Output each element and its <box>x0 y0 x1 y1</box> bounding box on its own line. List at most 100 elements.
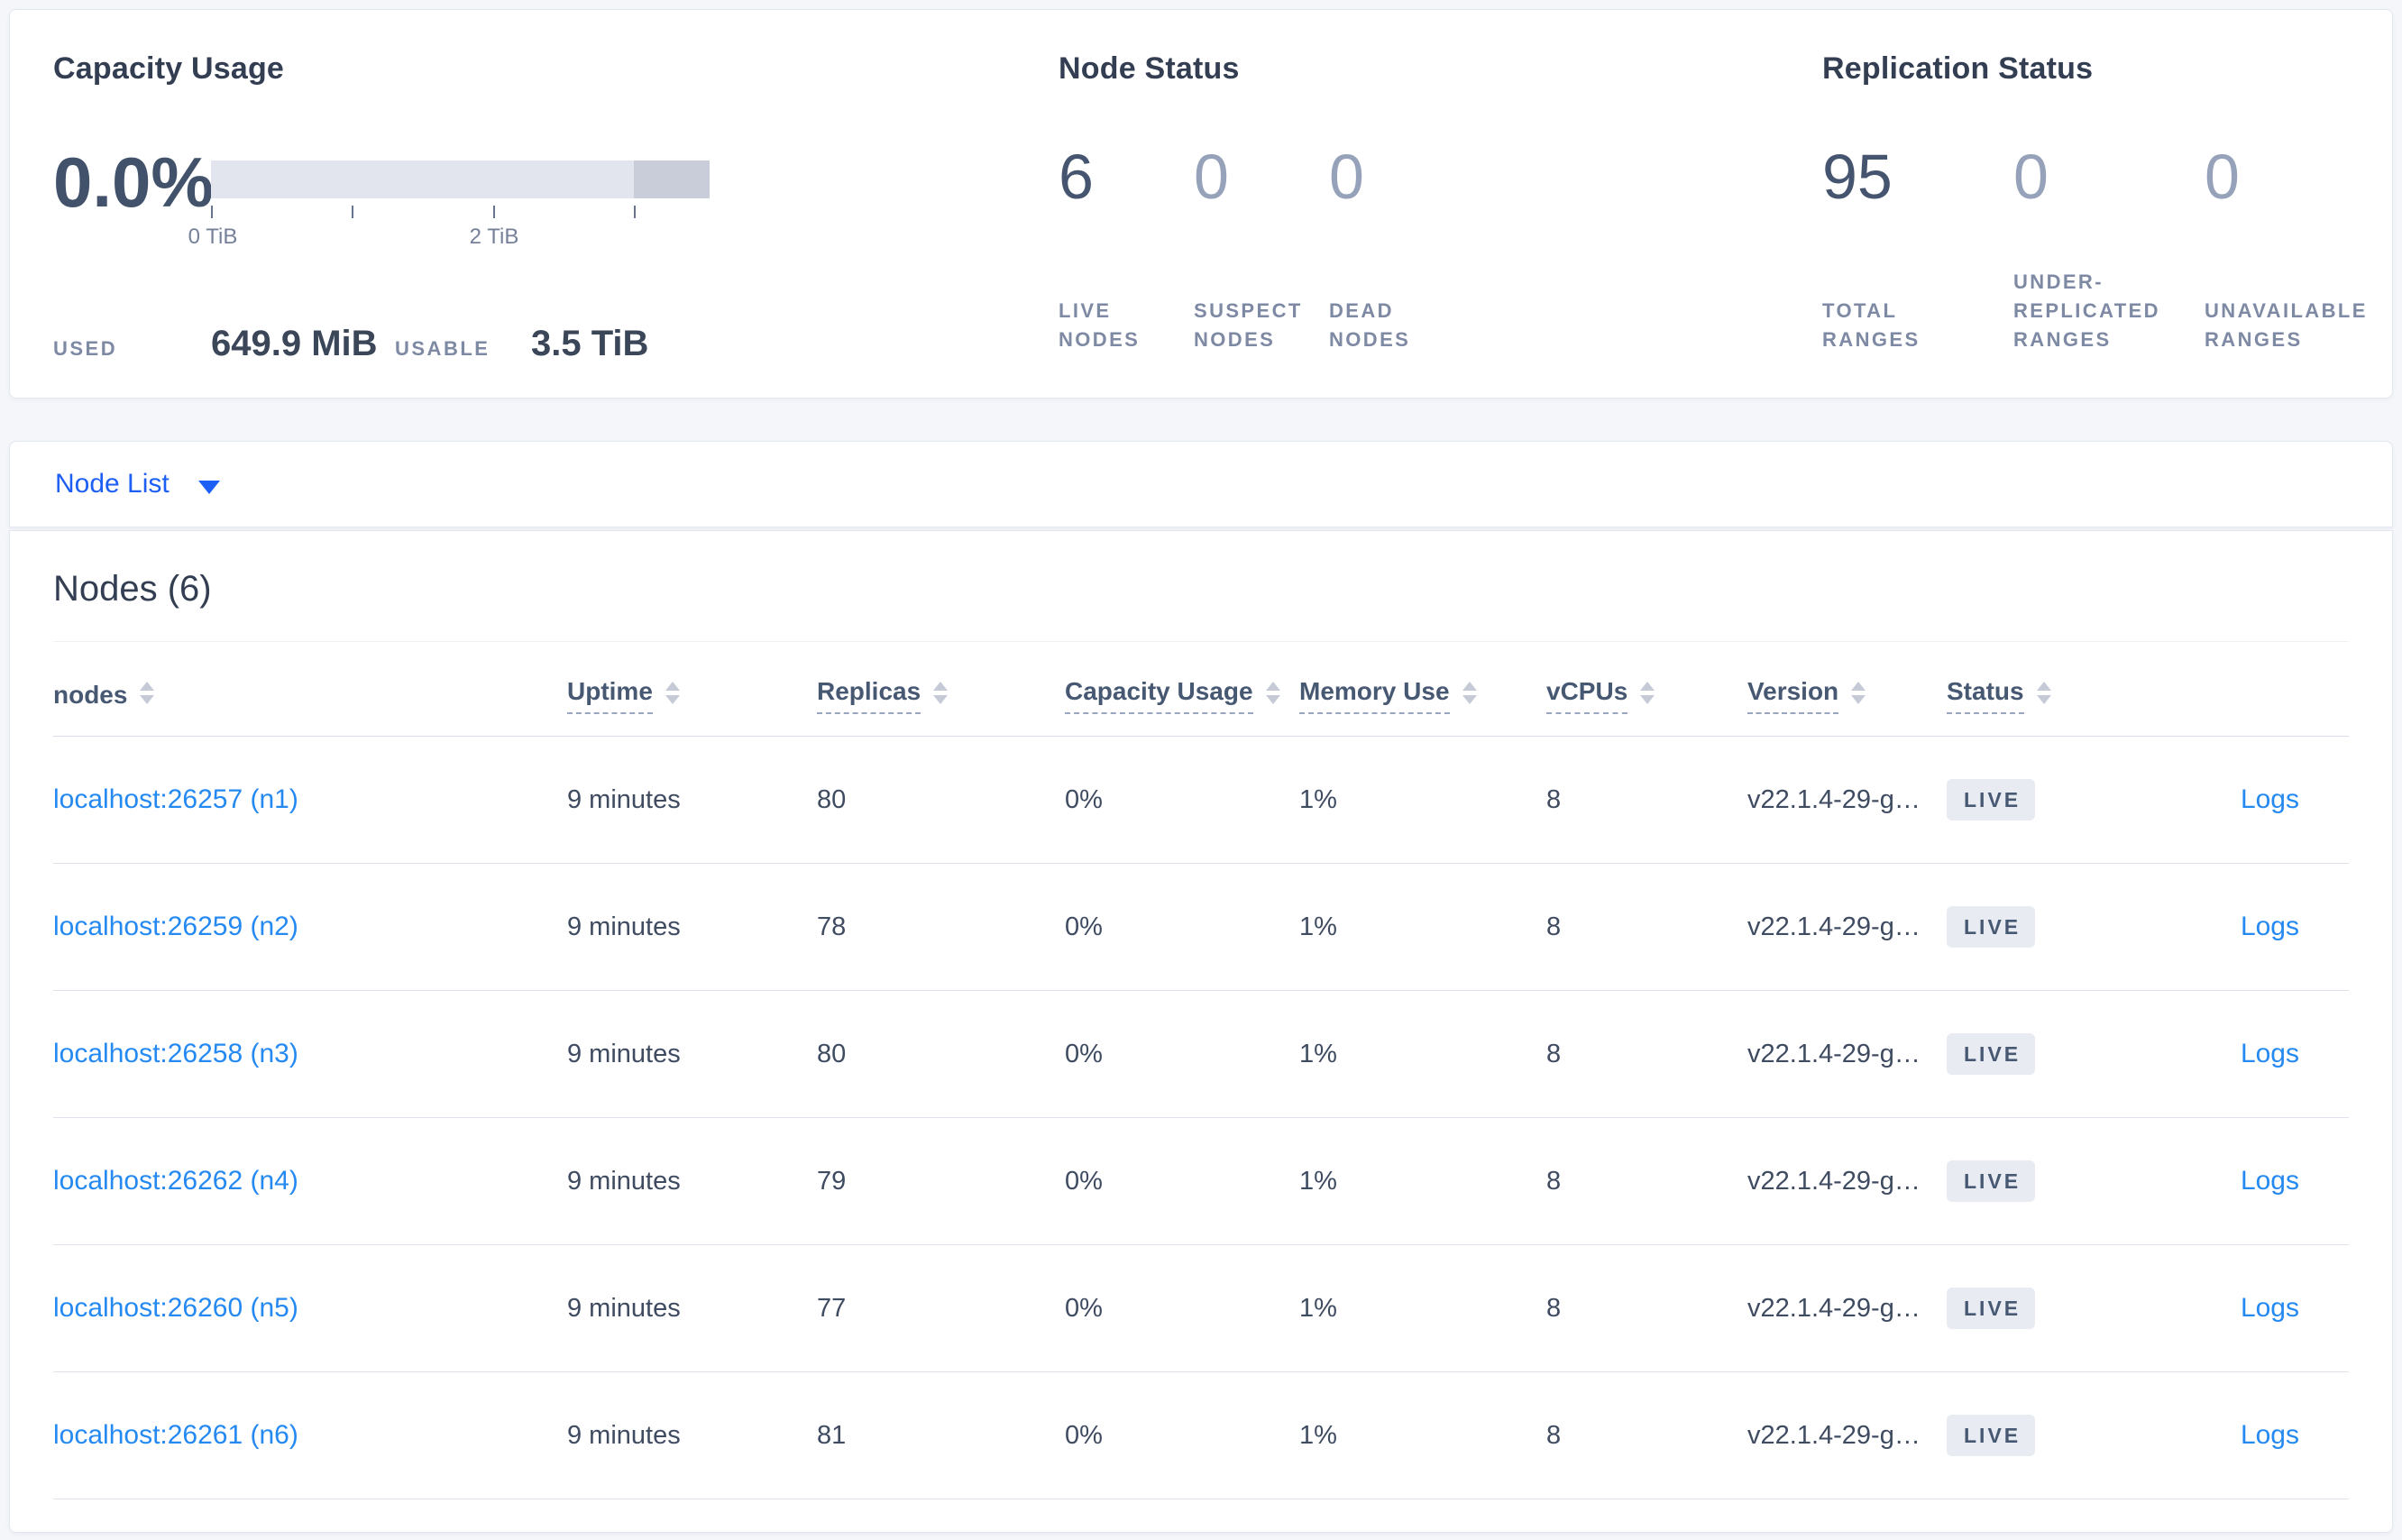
vcpus-cell: 8 <box>1546 784 1562 814</box>
status-badge: LIVE <box>1947 778 2036 821</box>
table-row: localhost:26257 (n1) 9 minutes 80 0% 1% … <box>53 737 2349 864</box>
capacity-usage-cell: 0% <box>1065 912 1103 941</box>
node-link[interactable]: localhost:26260 (n5) <box>53 1293 298 1323</box>
live-nodes-label: LIVE NODES <box>1059 299 1141 352</box>
logs-link[interactable]: Logs <box>2240 784 2299 814</box>
vcpus-cell: 8 <box>1546 1293 1562 1323</box>
capacity-bar-reserved-segment <box>633 160 710 198</box>
total-ranges-value: 95 <box>1822 142 1893 212</box>
nodes-table-body: localhost:26257 (n1) 9 minutes 80 0% 1% … <box>53 737 2349 1499</box>
sort-icon[interactable] <box>665 681 680 704</box>
nodes-table-card: Nodes (6) nodes Uptime Replicas Capacity… <box>9 530 2393 1533</box>
node-link[interactable]: localhost:26258 (n3) <box>53 1039 298 1068</box>
uptime-cell: 9 minutes <box>567 784 681 814</box>
uptime-cell: 9 minutes <box>567 1420 681 1450</box>
tick-mark <box>634 206 636 218</box>
node-cell: localhost:26262 (n4) <box>53 1166 567 1196</box>
cluster-summary-panel: Capacity Usage 0.0% 0 TiB 2 TiB USED 649… <box>9 9 2393 399</box>
unavailable-ranges-label: UNAVAILABLE RANGES <box>2205 299 2368 352</box>
used-label: USED <box>53 337 118 360</box>
suspect-nodes-label: SUSPECT NODES <box>1194 299 1303 352</box>
tick-mark <box>493 206 495 218</box>
table-row: localhost:26262 (n4) 9 minutes 79 0% 1% … <box>53 1118 2349 1245</box>
tick-label-0: 0 TiB <box>188 225 238 249</box>
live-nodes-value: 6 <box>1059 142 1094 212</box>
node-link[interactable]: localhost:26261 (n6) <box>53 1420 298 1450</box>
column-header-replicas[interactable]: Replicas <box>817 677 1065 714</box>
logs-cell: Logs <box>2147 912 2349 942</box>
capacity-usage-cell: 0% <box>1065 784 1103 814</box>
node-cell: localhost:26260 (n5) <box>53 1293 567 1324</box>
under-replicated-ranges-stat: 0 UNDER-REPLICATED RANGES <box>2013 145 2180 354</box>
node-status-title: Node Status <box>1059 51 1240 86</box>
sort-icon[interactable] <box>1851 681 1866 704</box>
memory-use-cell: 1% <box>1299 1166 1337 1196</box>
uptime-cell: 9 minutes <box>567 1166 681 1196</box>
table-row: localhost:26260 (n5) 9 minutes 77 0% 1% … <box>53 1245 2349 1372</box>
column-header-vcpus[interactable]: vCPUs <box>1546 677 1747 714</box>
version-cell: v22.1.4-29-g… <box>1747 1293 1921 1323</box>
version-cell: v22.1.4-29-g… <box>1747 1166 1921 1196</box>
unavailable-ranges-stat: 0 UNAVAILABLE RANGES <box>2205 145 2371 354</box>
status-badge: LIVE <box>1947 1287 2036 1330</box>
vcpus-cell: 8 <box>1546 1166 1562 1196</box>
version-cell: v22.1.4-29-g… <box>1747 1420 1921 1450</box>
capacity-legend: USED 649.9 MiB USABLE 3.5 TiB <box>53 324 648 364</box>
capacity-usage-cell: 0% <box>1065 1293 1103 1323</box>
chevron-down-icon <box>197 480 220 494</box>
sort-icon[interactable] <box>2036 681 2051 704</box>
dead-nodes-stat: 0 DEAD NODES <box>1329 145 1446 354</box>
column-header-memory-use[interactable]: Memory Use <box>1299 677 1546 714</box>
logs-cell: Logs <box>2147 1293 2349 1324</box>
memory-use-cell: 1% <box>1299 1039 1337 1068</box>
logs-link[interactable]: Logs <box>2240 1293 2299 1323</box>
usable-label: USABLE <box>395 337 490 360</box>
status-cell: LIVE <box>1947 1287 2147 1330</box>
status-badge: LIVE <box>1947 1160 2036 1203</box>
node-list-dropdown-label: Node List <box>55 469 170 499</box>
column-header-nodes[interactable]: nodes <box>53 681 567 710</box>
sort-icon[interactable] <box>1462 681 1477 704</box>
node-list-dropdown[interactable]: Node List <box>55 469 220 500</box>
logs-link[interactable]: Logs <box>2240 1039 2299 1068</box>
logs-link[interactable]: Logs <box>2240 1420 2299 1450</box>
memory-use-cell: 1% <box>1299 1420 1337 1450</box>
view-selector-bar: Node List <box>9 441 2393 527</box>
unavailable-ranges-value: 0 <box>2205 142 2240 212</box>
status-badge: LIVE <box>1947 905 2036 949</box>
capacity-usage-cell: 0% <box>1065 1166 1103 1196</box>
memory-use-cell: 1% <box>1299 912 1337 941</box>
status-cell: LIVE <box>1947 778 2147 821</box>
dead-nodes-value: 0 <box>1329 142 1364 212</box>
usable-value: 3.5 TiB <box>531 324 649 363</box>
logs-link[interactable]: Logs <box>2240 912 2299 941</box>
sort-icon[interactable] <box>140 681 155 704</box>
column-header-status[interactable]: Status <box>1947 677 2147 714</box>
used-value: 649.9 MiB <box>211 324 378 363</box>
uptime-cell: 9 minutes <box>567 1039 681 1068</box>
status-cell: LIVE <box>1947 1160 2147 1203</box>
node-cell: localhost:26258 (n3) <box>53 1039 567 1069</box>
version-cell: v22.1.4-29-g… <box>1747 784 1921 814</box>
total-ranges-label: TOTAL RANGES <box>1822 299 1921 352</box>
column-header-uptime[interactable]: Uptime <box>567 677 817 714</box>
status-cell: LIVE <box>1947 905 2147 949</box>
tick-label-2: 2 TiB <box>469 225 519 249</box>
dead-nodes-label: DEAD NODES <box>1329 299 1411 352</box>
logs-link[interactable]: Logs <box>2240 1166 2299 1196</box>
node-link[interactable]: localhost:26257 (n1) <box>53 784 298 814</box>
node-link[interactable]: localhost:26259 (n2) <box>53 912 298 941</box>
replicas-cell: 77 <box>817 1293 847 1323</box>
nodes-table-header: nodes Uptime Replicas Capacity Usage Mem… <box>53 642 2349 737</box>
sort-icon[interactable] <box>1640 681 1655 704</box>
suspect-nodes-stat: 0 SUSPECT NODES <box>1194 145 1311 354</box>
node-link[interactable]: localhost:26262 (n4) <box>53 1166 298 1196</box>
tick-mark <box>352 206 353 218</box>
column-header-version[interactable]: Version <box>1747 677 1947 714</box>
table-row: localhost:26258 (n3) 9 minutes 80 0% 1% … <box>53 991 2349 1118</box>
column-header-capacity-usage[interactable]: Capacity Usage <box>1065 677 1299 714</box>
sort-icon[interactable] <box>933 681 949 704</box>
replicas-cell: 78 <box>817 912 847 941</box>
suspect-nodes-value: 0 <box>1194 142 1229 212</box>
sort-icon[interactable] <box>1265 681 1280 704</box>
